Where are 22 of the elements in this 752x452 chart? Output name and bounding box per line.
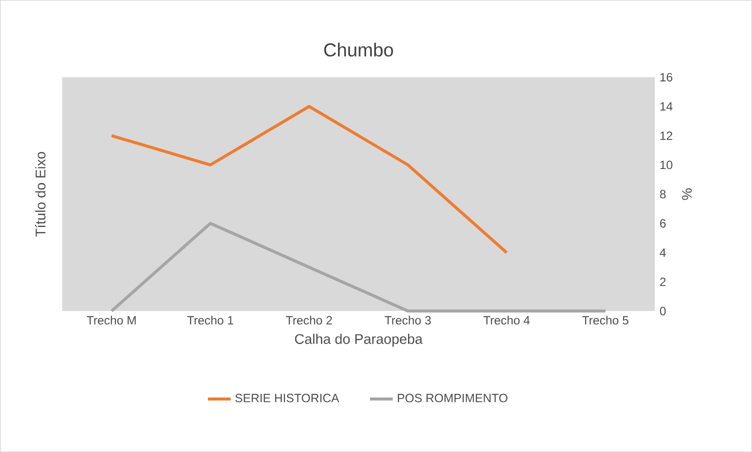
y2-tick-label: 14: [660, 102, 672, 110]
x-tick-label: Trecho 2: [286, 316, 332, 324]
legend-label: POS ROMPIMENTO: [398, 394, 508, 402]
y2-tick-label: 2: [660, 278, 666, 286]
x-tick-label: Trecho 1: [187, 316, 234, 324]
x-tick-label: Trecho 3: [384, 316, 431, 324]
legend-label: SERIE HISTORICA: [235, 394, 340, 402]
x-tick-label: Trecho 5: [582, 316, 628, 324]
y2-tick-label: 16: [660, 72, 672, 82]
chart-title: Chumbo: [324, 42, 393, 56]
x-axis-title: Calha do Paraopeba: [295, 334, 423, 347]
x-tick-label: Trecho 4: [483, 316, 530, 324]
y2-tick-label: 12: [660, 131, 672, 140]
y2-tick-label: 0: [660, 306, 666, 316]
y-axis-title: Título do Eixo: [35, 152, 46, 236]
y2-tick-label: 10: [660, 160, 672, 170]
y2-tick-label: 6: [660, 219, 666, 228]
y2-tick-label: 8: [660, 190, 666, 198]
y2-tick-label: 4: [660, 248, 666, 257]
line-series: [110, 104, 508, 254]
y2-axis-title: %: [682, 188, 692, 200]
x-tick-label: Trecho M: [86, 316, 136, 324]
